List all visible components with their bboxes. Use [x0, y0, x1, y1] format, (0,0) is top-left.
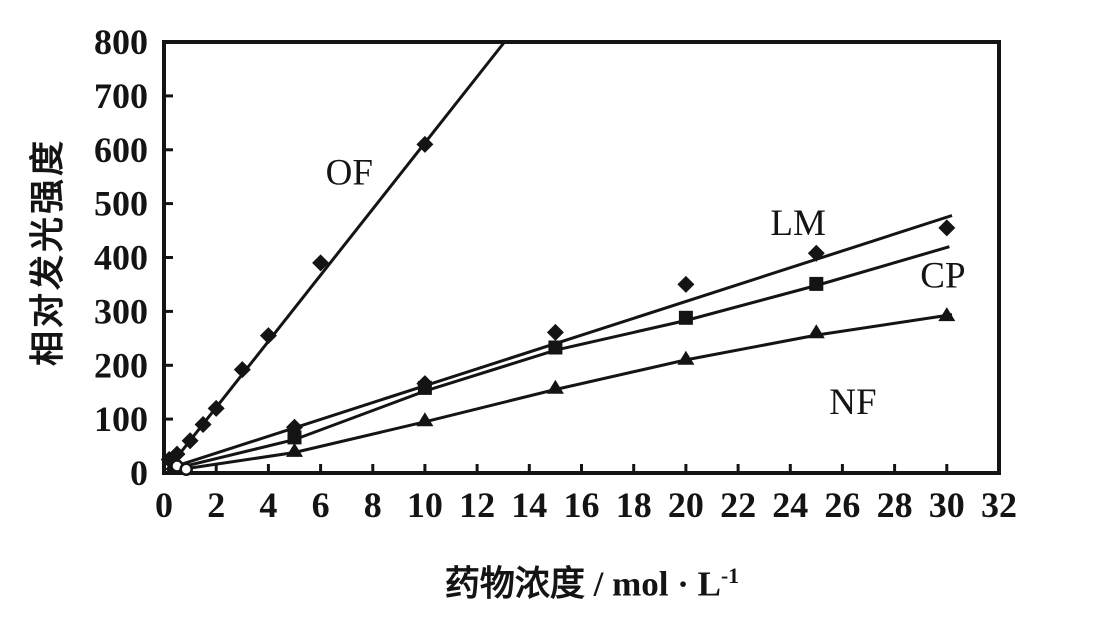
x-tick-label: 0 — [155, 485, 173, 525]
data-point-OF — [312, 254, 330, 272]
data-point-NF — [938, 307, 956, 322]
x-tick-label: 28 — [877, 485, 913, 525]
y-tick-label: 700 — [94, 76, 148, 116]
series-label-OF: OF — [326, 152, 373, 193]
data-point-OF — [181, 432, 199, 450]
data-point-LM — [546, 323, 564, 341]
x-tick-label: 10 — [407, 485, 443, 525]
y-tick-label: 400 — [94, 238, 148, 278]
data-point-LM — [938, 219, 956, 237]
data-point-OF — [194, 416, 212, 433]
series-label-LM: LM — [770, 203, 826, 244]
x-tick-label: 6 — [312, 485, 330, 525]
x-tick-label: 20 — [668, 485, 704, 525]
x-tick-label: 14 — [511, 485, 547, 525]
data-point-NF — [546, 379, 564, 394]
data-point-CP — [417, 380, 432, 395]
trend-line-OF — [165, 41, 506, 472]
data-point-LM — [807, 244, 825, 262]
data-point-OF — [416, 135, 434, 153]
trend-line-CP — [167, 245, 950, 472]
x-axis-title: 药物浓度 / mol · L-1 — [445, 556, 739, 607]
y-tick-label: 500 — [94, 184, 148, 224]
data-point-NF — [807, 324, 825, 339]
x-tick-label: 30 — [929, 485, 965, 525]
x-tick-label: 4 — [259, 485, 277, 525]
series-label-NF: NF — [829, 382, 876, 423]
y-tick-label: 200 — [94, 345, 148, 385]
x-tick-label: 18 — [616, 485, 652, 525]
data-point-NF — [677, 350, 695, 365]
x-tick-label: 2 — [207, 485, 225, 525]
x-tick-label: 16 — [564, 485, 600, 525]
data-point-LM — [677, 275, 695, 293]
x-tick-label: 24 — [772, 485, 808, 525]
data-point-NF — [416, 412, 434, 427]
y-tick-label: 100 — [94, 399, 148, 439]
data-point-OF — [168, 445, 186, 463]
x-tick-label: 26 — [824, 485, 860, 525]
x-tick-label: 22 — [720, 485, 756, 525]
y-axis-title: 相对发光强度 — [28, 137, 68, 367]
y-tick-label: 800 — [94, 22, 148, 62]
data-point-CP — [548, 340, 563, 355]
data-point-NF — [286, 442, 303, 457]
y-tick-label: 600 — [94, 130, 148, 170]
data-point-CP — [809, 276, 824, 291]
x-tick-label: 8 — [364, 485, 382, 525]
data-point-OF — [233, 361, 251, 379]
x-tick-label: 32 — [981, 485, 1017, 525]
x-tick-label: 12 — [459, 485, 495, 525]
data-point-origin-cluster — [179, 462, 193, 476]
data-point-OF — [259, 327, 277, 345]
data-point-OF — [207, 399, 225, 417]
x-axis-title-superscript: -1 — [721, 563, 740, 588]
x-axis-title-text: 药物浓度 / mol · L — [444, 564, 722, 604]
y-tick-label: 0 — [130, 453, 148, 493]
y-tick-label: 300 — [94, 291, 148, 331]
data-point-CP — [287, 430, 302, 445]
series-label-CP: CP — [920, 255, 965, 296]
data-point-CP — [678, 310, 693, 325]
